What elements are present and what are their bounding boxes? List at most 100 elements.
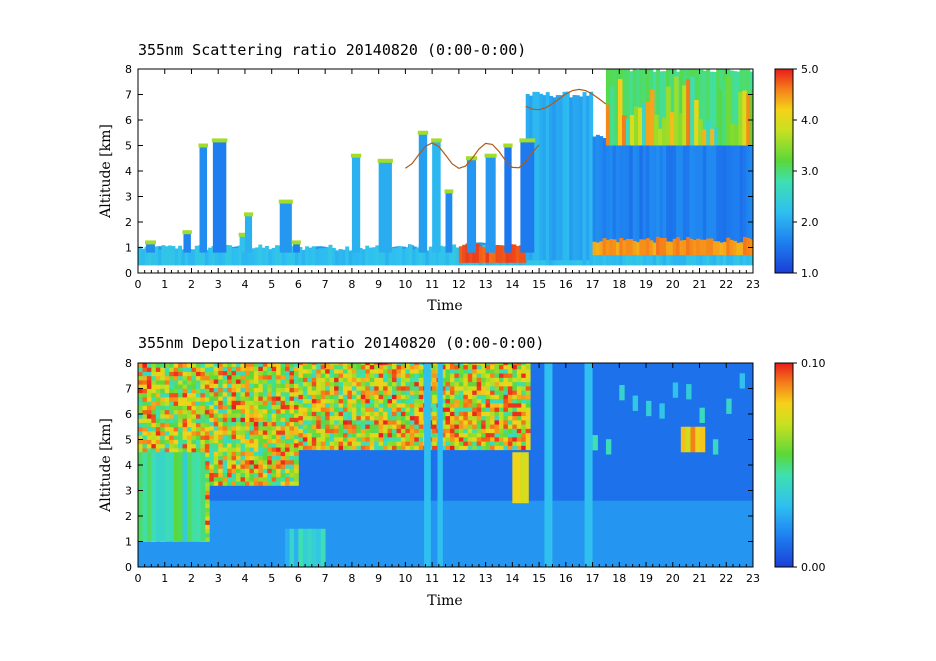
- heatmap-cell: [338, 445, 344, 451]
- heatmap-cell: [329, 377, 335, 383]
- heatmap-cell: [374, 373, 380, 378]
- heatmap-cell: [204, 482, 210, 487]
- scattering-heatmap: [138, 69, 753, 266]
- heatmap-cell: [204, 490, 210, 496]
- heatmap-cell: [240, 451, 246, 457]
- heatmap-cell: [285, 400, 290, 406]
- heatmap-cell: [454, 373, 460, 378]
- heatmap-cell: [236, 363, 241, 367]
- heatmap-cell: [405, 381, 411, 387]
- heatmap-cell: [334, 394, 339, 400]
- colorbar-tick-label: 0.00: [801, 561, 826, 574]
- heatmap-cell: [351, 428, 357, 434]
- heatmap-cell: [169, 392, 175, 398]
- heatmap-cell: [343, 411, 348, 417]
- heatmap-cell: [369, 432, 375, 438]
- heatmap-cell: [285, 451, 290, 457]
- heatmap-cell: [222, 464, 228, 469]
- heatmap-cell: [155, 375, 161, 381]
- heatmap-cell: [285, 472, 290, 478]
- heatmap-cell: [218, 404, 224, 410]
- heatmap-cell: [213, 434, 219, 440]
- heatmap-cell: [374, 407, 380, 412]
- heatmap-cell: [351, 381, 357, 387]
- heatmap-cell: [432, 441, 437, 446]
- heatmap-cell: [482, 247, 487, 263]
- heatmap-cell: [253, 391, 259, 397]
- heatmap-cell: [328, 244, 333, 266]
- scattering-ratio-panel: 355nm Scattering ratio 20140820 (0:00-0:…: [98, 41, 819, 314]
- heatmap-cell: [293, 363, 299, 367]
- heatmap-cell: [481, 436, 487, 442]
- heatmap-cell: [209, 379, 215, 384]
- heatmap-cell: [302, 390, 308, 395]
- heatmap-cell: [289, 404, 295, 410]
- heatmap-cell: [169, 443, 175, 449]
- heatmap-cell: [454, 432, 460, 438]
- heatmap-cell: [694, 99, 699, 146]
- heatmap-cell: [646, 400, 652, 417]
- cloud-edge: [444, 189, 454, 194]
- heatmap-cell: [329, 432, 335, 438]
- heatmap-cell: [383, 368, 388, 374]
- heatmap-cell: [316, 428, 322, 434]
- heatmap-cell: [409, 390, 415, 395]
- heatmap-cell: [209, 464, 215, 469]
- heatmap-cell: [490, 424, 495, 429]
- heatmap-cell: [240, 481, 246, 486]
- heatmap-cell: [155, 452, 161, 542]
- heatmap-cell: [409, 419, 415, 425]
- heatmap-cell: [555, 95, 560, 261]
- heatmap-cell: [679, 240, 684, 256]
- heatmap-cell: [409, 394, 415, 400]
- heatmap-cell: [351, 441, 357, 446]
- heatmap-cell: [405, 363, 411, 366]
- heatmap-cell: [244, 481, 250, 486]
- heatmap-cell: [383, 436, 388, 442]
- heatmap-cell: [485, 445, 491, 451]
- heatmap-cell: [271, 421, 277, 427]
- heatmap-cell: [253, 464, 259, 469]
- heatmap-cell: [200, 414, 206, 419]
- heatmap-cell: [405, 247, 410, 266]
- heatmap-cell: [200, 409, 206, 415]
- heatmap-cell: [338, 419, 344, 425]
- heatmap-cell: [476, 385, 482, 391]
- heatmap-cell: [195, 409, 201, 415]
- heatmap-cell: [516, 368, 522, 374]
- heatmap-cell: [173, 363, 179, 368]
- heatmap-cell: [521, 436, 527, 442]
- heatmap-cell: [378, 246, 383, 266]
- heatmap-cell: [209, 421, 215, 427]
- heatmap-cell: [338, 415, 344, 421]
- heatmap-cell: [334, 432, 339, 438]
- plume: [437, 363, 443, 567]
- heatmap-cell: [236, 430, 241, 435]
- heatmap-cell: [334, 415, 339, 421]
- heatmap-cell: [289, 468, 295, 474]
- heatmap-cell: [374, 398, 380, 404]
- heatmap-cell: [195, 371, 201, 377]
- heatmap-cell: [262, 447, 268, 452]
- heatmap-cell: [463, 363, 469, 366]
- heatmap-cell: [160, 439, 166, 445]
- heatmap-cell: [182, 418, 188, 423]
- heatmap-cell: [271, 404, 277, 410]
- heatmap-cell: [173, 443, 179, 449]
- heatmap-cell: [280, 447, 286, 452]
- heatmap-cell: [662, 117, 667, 146]
- heatmap-cell: [191, 384, 197, 389]
- heatmap-cell: [236, 451, 241, 457]
- heatmap-cell: [409, 436, 415, 442]
- heatmap-cell: [605, 439, 612, 455]
- heatmap-cell: [522, 245, 527, 263]
- y-tick-label: 0: [125, 561, 132, 574]
- heatmap-cell: [218, 476, 224, 482]
- heatmap-cell: [414, 363, 420, 366]
- heatmap-cell: [365, 394, 371, 400]
- heatmap-cell: [253, 370, 259, 376]
- heatmap-cell: [244, 455, 250, 461]
- heatmap-cell: [191, 414, 197, 419]
- heatmap-cell: [400, 441, 406, 446]
- heatmap-cell: [458, 428, 464, 434]
